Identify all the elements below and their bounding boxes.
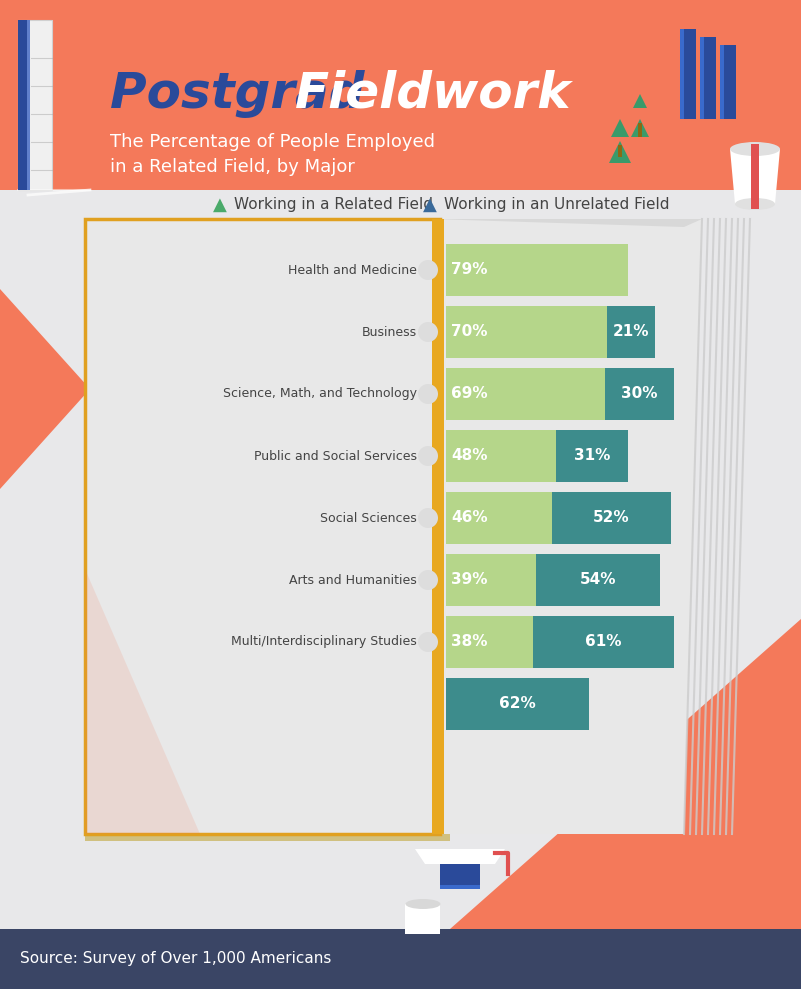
Text: 70%: 70% — [451, 324, 488, 339]
Circle shape — [418, 260, 438, 280]
Bar — [440, 864, 480, 889]
Bar — [446, 616, 533, 668]
Text: Source: Survey of Over 1,000 Americans: Source: Survey of Over 1,000 Americans — [20, 951, 332, 966]
Text: 69%: 69% — [451, 387, 488, 402]
Polygon shape — [444, 219, 702, 834]
Text: Public and Social Services: Public and Social Services — [254, 449, 417, 463]
Text: Health and Medicine: Health and Medicine — [288, 263, 417, 277]
Bar — [446, 678, 589, 730]
Text: 62%: 62% — [499, 696, 536, 711]
Polygon shape — [633, 94, 647, 108]
Bar — [607, 306, 655, 358]
Bar — [536, 554, 660, 606]
Circle shape — [418, 322, 438, 342]
Bar — [680, 29, 684, 119]
Text: Postgrad: Postgrad — [110, 70, 382, 118]
Text: Science, Math, and Technology: Science, Math, and Technology — [223, 388, 417, 401]
Polygon shape — [609, 141, 631, 163]
Text: Business: Business — [362, 325, 417, 338]
Polygon shape — [730, 149, 780, 204]
Bar — [446, 430, 557, 482]
Ellipse shape — [405, 899, 441, 909]
Text: 30%: 30% — [621, 387, 658, 402]
Bar — [432, 219, 444, 834]
Text: Social Sciences: Social Sciences — [320, 511, 417, 524]
Text: 38%: 38% — [451, 635, 488, 650]
Text: ▲: ▲ — [423, 196, 437, 214]
Bar — [0, 929, 801, 989]
Bar — [680, 29, 696, 119]
Text: Multi/Interdisciplinary Studies: Multi/Interdisciplinary Studies — [231, 636, 417, 649]
Text: Working in an Unrelated Field: Working in an Unrelated Field — [444, 198, 670, 213]
Bar — [533, 616, 674, 668]
Text: 54%: 54% — [580, 573, 616, 587]
Bar — [720, 45, 736, 119]
Bar — [446, 368, 605, 420]
Bar — [751, 144, 759, 209]
Text: Arts and Humanities: Arts and Humanities — [289, 574, 417, 586]
Bar — [18, 20, 28, 190]
Bar — [618, 145, 622, 157]
Text: 61%: 61% — [586, 635, 622, 650]
Bar — [0, 190, 801, 929]
Circle shape — [418, 446, 438, 466]
Polygon shape — [0, 289, 90, 489]
Ellipse shape — [730, 142, 780, 156]
Polygon shape — [631, 119, 649, 137]
Text: 46%: 46% — [451, 510, 488, 525]
Ellipse shape — [735, 198, 775, 210]
Text: Fieldwork: Fieldwork — [295, 70, 571, 118]
Circle shape — [418, 570, 438, 590]
Bar — [440, 885, 480, 889]
Polygon shape — [450, 619, 801, 929]
Polygon shape — [85, 569, 200, 834]
Bar — [700, 37, 704, 119]
Text: Working in a Related Field: Working in a Related Field — [234, 198, 433, 213]
Text: 39%: 39% — [451, 573, 488, 587]
Bar — [446, 492, 552, 544]
Polygon shape — [432, 219, 702, 227]
Text: 21%: 21% — [613, 324, 650, 339]
Text: The Percentage of People Employed: The Percentage of People Employed — [110, 133, 435, 151]
Text: in a Related Field, by Major: in a Related Field, by Major — [110, 158, 355, 176]
Text: 52%: 52% — [594, 510, 630, 525]
Text: ▲: ▲ — [213, 196, 227, 214]
Bar — [557, 430, 628, 482]
Bar — [605, 368, 674, 420]
Bar — [85, 219, 440, 834]
Text: 79%: 79% — [451, 262, 488, 278]
Bar — [446, 244, 628, 296]
Polygon shape — [415, 849, 505, 864]
Bar — [446, 306, 607, 358]
Bar — [27, 20, 30, 190]
Bar — [638, 123, 642, 137]
Polygon shape — [85, 834, 450, 841]
Bar — [552, 492, 671, 544]
Text: 48%: 48% — [451, 448, 488, 464]
Polygon shape — [405, 904, 440, 934]
Polygon shape — [611, 119, 629, 137]
Bar — [720, 45, 724, 119]
Circle shape — [418, 508, 438, 528]
Circle shape — [418, 384, 438, 404]
Circle shape — [418, 632, 438, 652]
Bar — [18, 20, 52, 190]
Text: 31%: 31% — [574, 448, 610, 464]
Bar — [446, 554, 536, 606]
Bar — [700, 37, 716, 119]
